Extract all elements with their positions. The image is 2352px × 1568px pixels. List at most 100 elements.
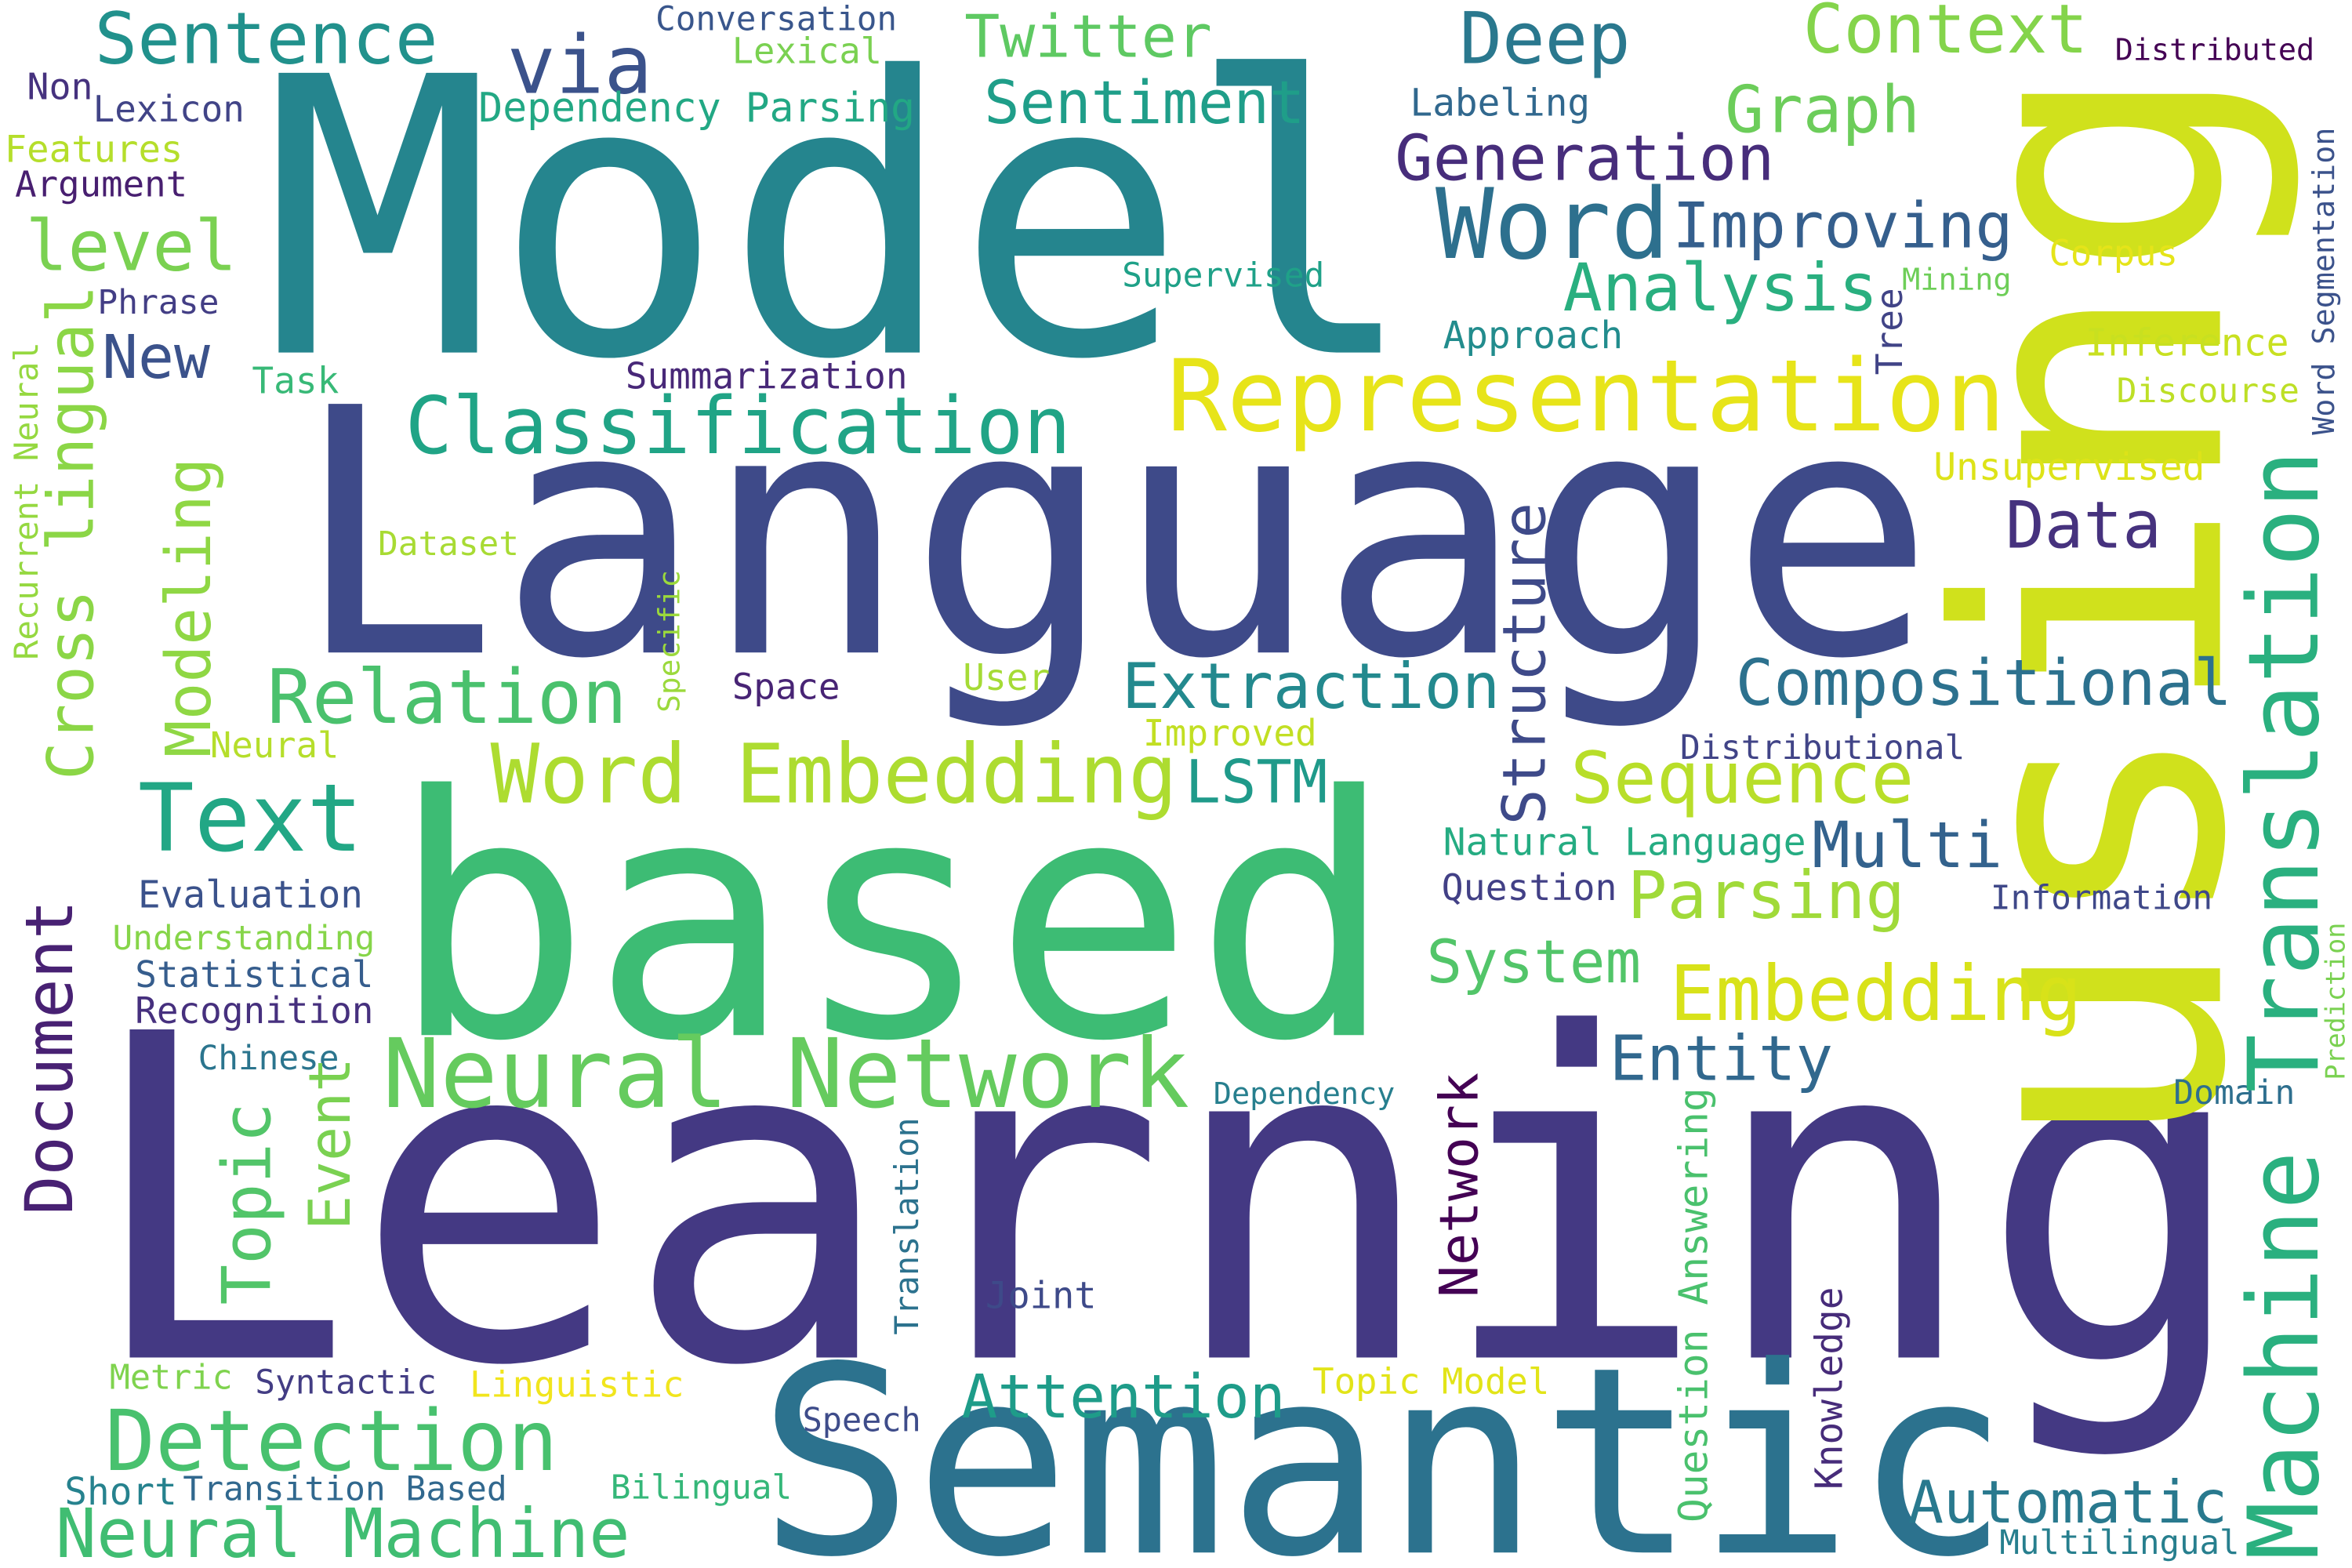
word: Learning [82,941,2250,1465]
word: Non [27,65,93,107]
word: Improved [1143,712,1317,754]
word: Natural Language [1443,821,1806,865]
word: Dependency [1214,1076,1396,1112]
word: Prediction [2320,923,2350,1080]
word: Language [292,336,1935,733]
word: Mining [1902,262,2012,297]
word: Knowledge [1809,1287,1852,1490]
word: Syntactic [255,1363,437,1402]
word: Unsupervised [1933,446,2205,489]
word: Corpus [2049,233,2179,274]
word: Compositional [1736,647,2232,720]
word: Neural Network [383,1018,1189,1130]
word: Extraction [1122,650,1500,723]
word: Word Segmentation [2307,128,2342,435]
word: Specific [652,570,687,713]
word: Machine Translation [2228,450,2341,1560]
word: Evaluation [138,874,363,917]
word: Lexicon [93,88,245,130]
word: Sentence [95,0,438,80]
word: Domain [2173,1073,2295,1112]
word: Transition Based [183,1469,506,1508]
word: Inference [2085,321,2288,365]
word: using [1883,60,2307,1156]
word: Multilingual [1999,1523,2239,1562]
word: Modeling [152,458,225,758]
word: Topic [208,1102,286,1305]
word: Detection [105,1393,558,1490]
word: Structure [1490,503,1559,825]
word: Tree [1868,288,1911,375]
word: Improving [1672,190,2013,263]
word: Parsing [1628,857,1905,934]
word: Bilingual [611,1468,793,1507]
word: Generation [1395,122,1774,195]
word: Event [297,1058,364,1230]
word: Deep [1460,0,1631,80]
word: Question Answering [1670,1087,1717,1523]
word: Relation [267,655,627,741]
word: Distributional [1680,728,1965,768]
word: Context [1803,0,2089,69]
word: Linguistic [470,1363,684,1405]
word: Task [252,359,339,401]
word: Neural Machine [56,1494,630,1568]
word: Multi [1812,809,2002,883]
word: Summarization [626,355,908,397]
word: Approach [1443,314,1624,358]
word: User [963,656,1050,699]
word: Short [64,1471,177,1514]
word: Attention [961,1362,1285,1432]
word: Information [1991,878,2212,917]
word: Argument [15,164,187,205]
word: Phrase [97,283,219,322]
word: Neural [210,724,339,766]
word: Lexical [732,30,882,71]
word: Translation [887,1117,926,1334]
word: Labeling [1410,82,1591,125]
word: Topic Model [1312,1360,1549,1402]
word: Distributed [2115,33,2315,68]
word: Text [138,764,363,873]
word: Representation [1167,338,2006,454]
word: Automatic [1908,1468,2228,1537]
word: Discourse [2117,372,2299,411]
word: Supervised [1122,256,1324,295]
word: Recurrent Neural [7,342,45,660]
word: Sequence [1570,738,1914,820]
word: Twitter [964,2,1212,71]
word: Speech [803,1400,921,1439]
word: Embedding [1670,949,2082,1038]
word: System [1427,927,1642,996]
word: level [26,205,238,287]
word: Document [12,900,88,1215]
word: Sentiment [984,68,1305,137]
word: Graph [1725,72,1920,147]
word: Features [5,129,183,172]
word: Classification [405,379,1072,472]
word: via [507,20,653,113]
word: based [390,726,1395,1114]
word: Joint [985,1274,1097,1317]
word: New [102,322,210,392]
word: Cross lingual [35,285,109,780]
word: Entity [1610,1023,1833,1095]
word: Word [1436,169,1670,281]
word: Semantic [757,1312,2010,1568]
word: Space [732,666,840,708]
word: Data [2005,488,2161,563]
word: Dependency Parsing [478,85,915,132]
word: Dataset [378,524,519,564]
word: Recognition [135,989,373,1032]
word: Model [263,0,1417,444]
word: Conversation [655,0,897,38]
word: Understanding [113,919,376,958]
word: Chinese [198,1039,339,1078]
word: Word Embedding [491,727,1178,822]
word: LSTM [1185,748,1328,817]
word: Metric [110,1359,233,1398]
word: Statistical [135,953,373,996]
word: Question [1442,866,1617,909]
